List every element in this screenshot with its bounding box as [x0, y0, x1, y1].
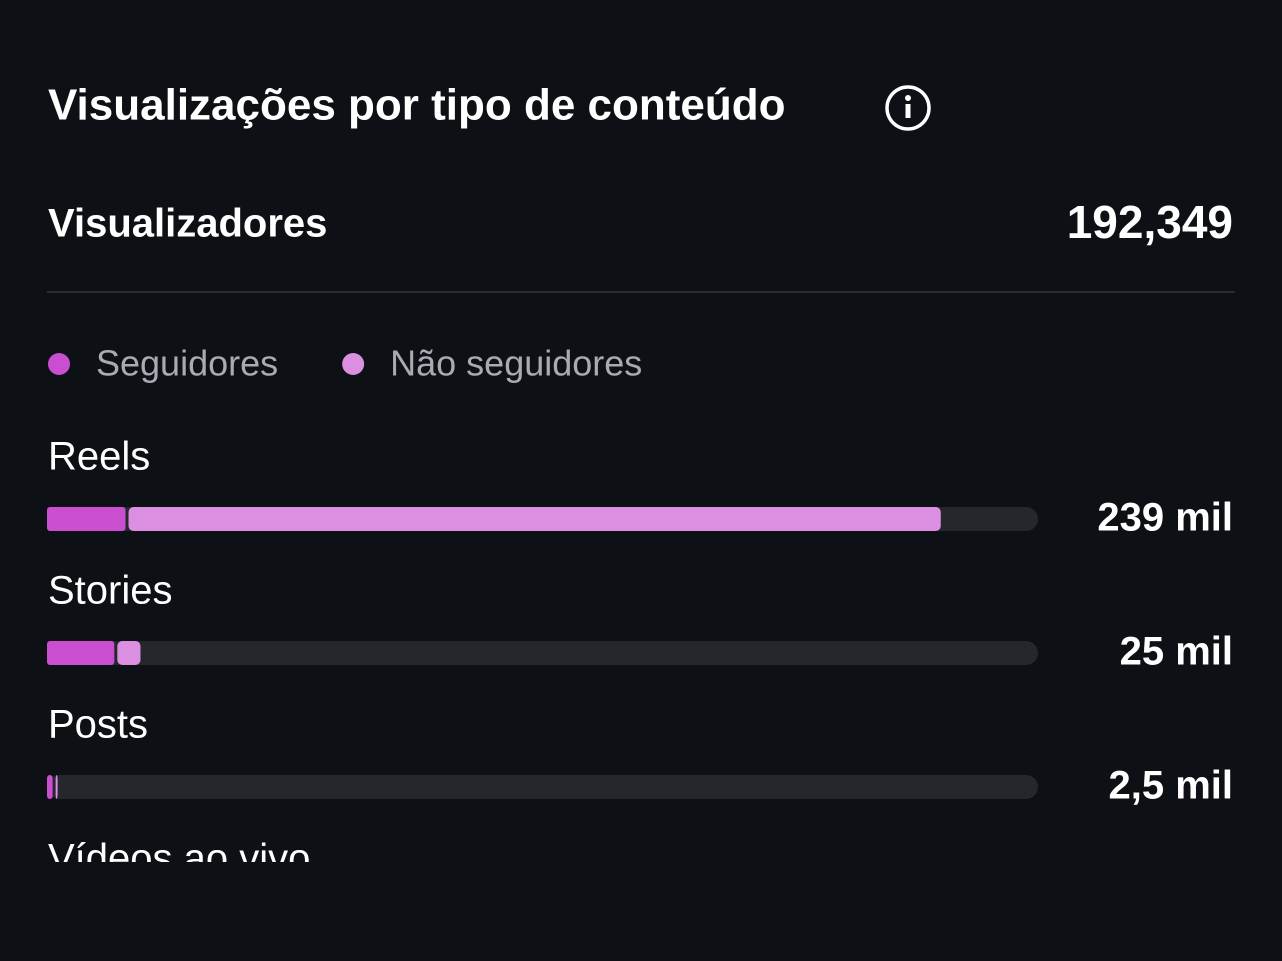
legend-dot — [342, 353, 365, 375]
chart: Seguidores Não seguidores Reels 239 mil Stor… — [47, 343, 1233, 881]
legend-label: Seguidores — [96, 343, 278, 384]
value-label: 25 mil — [1120, 630, 1233, 674]
info-icon[interactable] — [885, 85, 931, 131]
bar-segment — [47, 775, 53, 799]
bar-track — [47, 775, 1038, 799]
category-label: Posts — [48, 703, 148, 747]
legend-label: Não seguidores — [390, 343, 642, 384]
category-label: Vídeos ao vivo — [48, 837, 310, 881]
bar-segment — [47, 507, 126, 531]
bar-segment — [117, 641, 141, 665]
value-label: 2,5 mil — [1108, 764, 1233, 808]
bar-segment — [55, 775, 58, 799]
bar-segment — [128, 507, 941, 531]
bar-segment — [47, 641, 115, 665]
summary-value: 192,349 — [1067, 196, 1233, 248]
card-title: Visualizações por tipo de conteúdo — [48, 81, 786, 130]
bar-track — [47, 641, 1038, 665]
summary-label: Visualizadores — [48, 202, 327, 246]
category-label: Reels — [48, 435, 150, 479]
category-label: Stories — [48, 569, 173, 613]
value-label: 239 mil — [1097, 496, 1233, 540]
legend-dot — [48, 353, 70, 375]
